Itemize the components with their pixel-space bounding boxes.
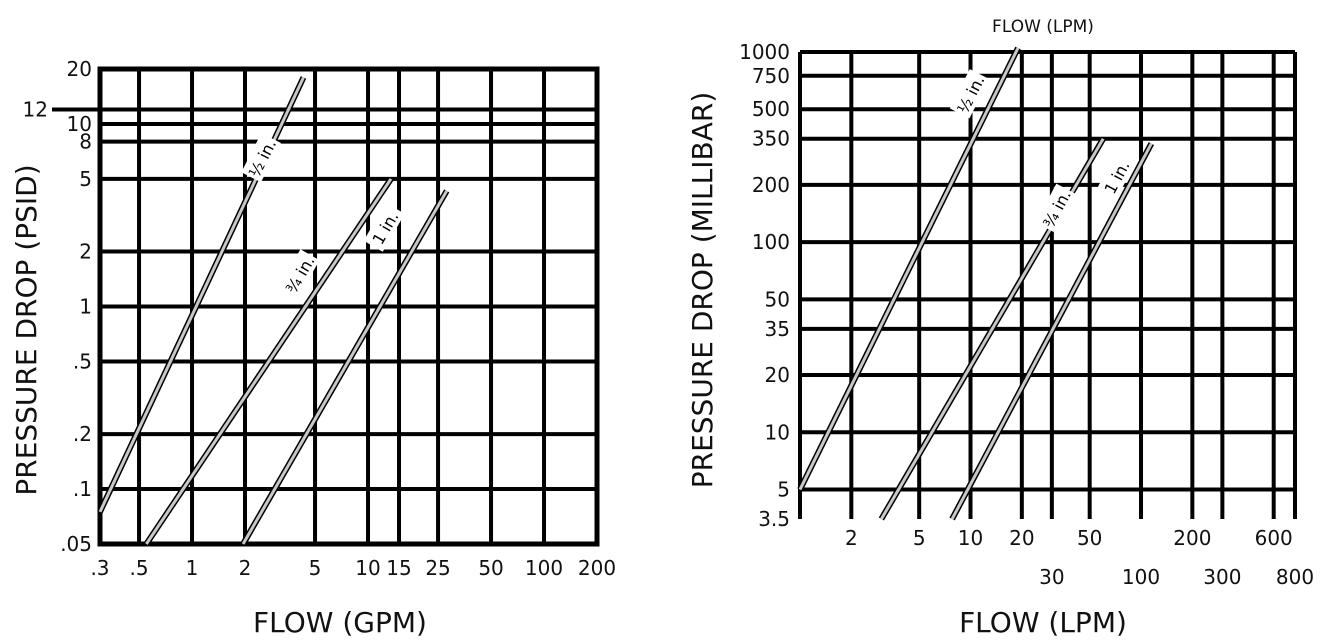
left-x-tick-label: 2 (239, 556, 252, 580)
left-x-tick-label: 25 (425, 556, 450, 580)
right-y-tick-label: 750 (752, 64, 790, 88)
left-series-label-bg (363, 202, 405, 252)
right-x-tick-label: 50 (1077, 526, 1102, 550)
right-chart-title: FLOW (LPM) (992, 17, 1094, 37)
left-y-tick-label: 10 (67, 112, 92, 136)
right-x-tick-label: 200 (1173, 526, 1211, 550)
left-plot-frame (97, 66, 600, 547)
right-y-tick-label: 1000 (739, 40, 790, 64)
right-y-tick-label: 100 (752, 230, 790, 254)
right-x-tick-label: 10 (958, 526, 983, 550)
right-y-tick-label: 50 (765, 287, 790, 311)
left-y-tick-label: .05 (60, 532, 92, 556)
right-series-label-bg (1095, 151, 1136, 202)
left-x-tick-label: 1 (186, 556, 199, 580)
right-y-tick-label: 3.5 (758, 507, 790, 531)
left-series-label-bg (241, 133, 281, 183)
left-y-tick-label: 1 (79, 295, 92, 319)
left-y-tick-label: .5 (73, 349, 92, 373)
right-x-tick-label: 2 (845, 526, 858, 550)
left-x-tick-label: 100 (525, 556, 563, 580)
right-y-tick-label: 20 (765, 363, 790, 387)
right-x-tick-label: 20 (1009, 526, 1034, 550)
right-x-tick-label: 600 (1255, 526, 1293, 550)
right-y-axis-title: PRESSURE DROP (MILLIBAR) (686, 92, 719, 489)
right-y-tick-label: 5 (777, 478, 790, 502)
right-y-tick-label: 200 (752, 173, 790, 197)
left-y-tick-label: 2 (79, 240, 92, 264)
right-x-tick-label: 800 (1276, 565, 1314, 589)
left-x-tick-label: .3 (90, 556, 109, 580)
left-y-tick-label: 20 (67, 57, 92, 81)
right-y-tick-label: 10 (765, 420, 790, 444)
right-series-line (950, 142, 1153, 520)
right-x-tick-label: 100 (1122, 565, 1160, 589)
left-y-tick-label: 8 (79, 130, 92, 154)
left-x-tick-label: 200 (578, 556, 616, 580)
left-series-label-bg (278, 249, 320, 299)
right-series-label-bg (1035, 183, 1076, 233)
right-x-axis-title: FLOW (LPM) (959, 606, 1127, 639)
left-y-tick-label: 5 (79, 167, 92, 191)
chart-millibar-vs-lpm: ½ in.¾ in.1 in.3.55102035501002003505007… (686, 17, 1314, 639)
left-y-axis-title: PRESSURE DROP (PSID) (10, 164, 43, 495)
left-x-tick-label: 5 (309, 556, 322, 580)
left-series-line (145, 178, 393, 545)
left-y-tick-label: .2 (73, 422, 92, 446)
right-series-line (798, 47, 1020, 491)
left-x-axis-title: FLOW (GPM) (253, 606, 427, 639)
left-x-tick-label: 50 (478, 556, 503, 580)
right-x-tick-label: 300 (1203, 565, 1241, 589)
right-series-label-bg (949, 69, 990, 119)
left-series-line (241, 190, 449, 545)
right-x-tick-label: 5 (913, 526, 926, 550)
right-y-tick-label: 500 (752, 97, 790, 121)
left-x-tick-label: 10 (355, 556, 380, 580)
right-y-tick-label: 350 (752, 127, 790, 151)
right-y-tick-label: 35 (765, 317, 790, 341)
right-x-tick-label: 30 (1039, 565, 1064, 589)
left-x-tick-label: 15 (386, 556, 411, 580)
left-x-tick-label: .5 (129, 556, 148, 580)
left-extra-tick-label: 12 (23, 97, 48, 121)
left-y-tick-label: .1 (73, 477, 92, 501)
